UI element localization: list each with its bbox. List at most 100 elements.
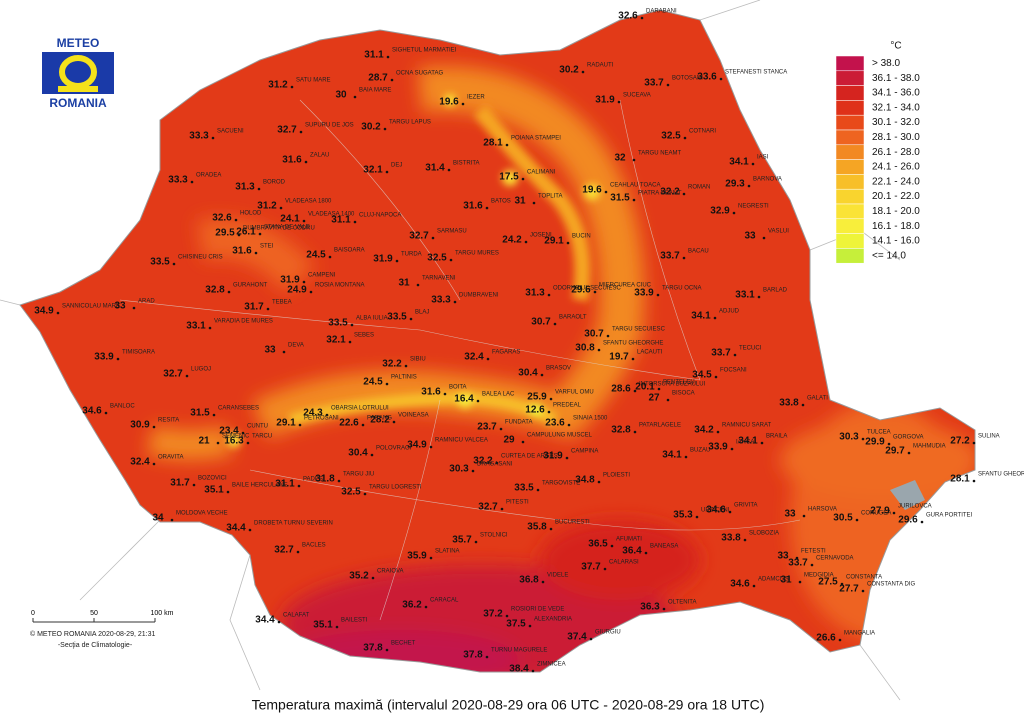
legend-swatch (835, 188, 865, 205)
station-name: BAIA MARE (359, 88, 391, 94)
station: TARGU OCNA 33.9 (634, 286, 701, 299)
station-name: TARGOVISTE (542, 481, 580, 487)
station-dot (597, 348, 601, 352)
station-dot (248, 528, 252, 532)
station-dot (371, 576, 375, 580)
station: COTNARI 32.5 (661, 129, 716, 142)
station: SARMASU 32.7 (409, 229, 466, 242)
station-value: 35.8 (527, 522, 547, 533)
station-value: 19.7 (609, 352, 629, 363)
station-dot (617, 100, 621, 104)
station-name: CERNAVODA (816, 556, 854, 562)
station-value: 26.1 (236, 227, 256, 238)
station-value: 33.3 (168, 175, 188, 186)
station: CUNTU 23.4 (219, 424, 268, 437)
station: TIMISOARA 33.9 (94, 350, 155, 363)
station-value: 32.1 (326, 335, 346, 346)
station-dot (277, 620, 281, 624)
station: BUZAU 34.1 (662, 448, 710, 461)
station-value: 37.2 (483, 609, 503, 620)
station: IEZER 19.6 (439, 95, 485, 108)
station-dot (567, 423, 571, 427)
station: VLADEASA 1800 31.2 (257, 199, 332, 212)
station: NEGRESTI 32.9 (710, 204, 769, 217)
station-value: 33.3 (431, 295, 451, 306)
station-name: MAHMUDIA (913, 444, 946, 450)
station-value: 27.5 (818, 577, 838, 588)
station-dot (282, 350, 286, 354)
station: BARNOVA 29.3 (725, 177, 782, 190)
station: SEMENIC 21 (198, 434, 250, 447)
station-dot (549, 527, 553, 531)
station: BOZOVICI 31.7 (170, 476, 227, 489)
station-value: 32.1 (363, 165, 383, 176)
legend-swatch (835, 70, 865, 86)
station-name: GRIVITA (734, 503, 758, 509)
station-value: 32.6 (212, 213, 232, 224)
station-value: 32.7 (409, 231, 429, 242)
station: BATOS 31.6 (463, 199, 511, 212)
station-dot (547, 293, 551, 297)
station-dot (385, 170, 389, 174)
station: JURILOVCA 27.9 (870, 504, 931, 517)
station-value: 34.9 (34, 306, 54, 317)
station-dot (714, 375, 718, 379)
station-dot (644, 551, 648, 555)
station-dot (297, 484, 301, 488)
station-value: 31 (398, 278, 410, 289)
station-name: URZICENI (701, 508, 730, 514)
station-dot (752, 584, 756, 588)
logo-top: METEO (57, 36, 100, 50)
station: ALEXANDRIA 37.5 (506, 617, 572, 630)
station-value: 32.7 (478, 502, 498, 513)
station: SIGHETUL MARMATIEI 31.1 (364, 48, 456, 61)
station: ADAMCLISI 34.6 (730, 577, 790, 590)
station-name: CALARASI (609, 560, 639, 566)
station-dot (185, 374, 189, 378)
station-value: 31.3 (525, 288, 545, 299)
station-value: 33.8 (721, 533, 741, 544)
station-value: 33.3 (189, 131, 209, 142)
station-name: ORADEA (196, 173, 221, 179)
station: LACAUTI 19.7 (609, 350, 662, 363)
station-name: RAMNICU SARAT (722, 423, 772, 429)
station-dot (216, 441, 220, 445)
station-value: 29.6 (898, 515, 918, 526)
station-value: 38.4 (509, 664, 529, 675)
station-dot (656, 293, 660, 297)
station: HARSOVA 33 (784, 507, 836, 520)
station: CALAFAT 34.4 (255, 613, 309, 626)
station-value: 32.5 (341, 487, 361, 498)
station-name: SACUENI (217, 129, 244, 135)
station-name: SUPURU DE JOS (305, 123, 354, 129)
station-dot (353, 220, 357, 224)
station: FAGARAS 32.4 (464, 350, 520, 363)
station: SATU MARE 31.2 (268, 78, 330, 91)
station-value: 29.6 (571, 285, 591, 296)
station: ARAD 33 (114, 299, 155, 312)
station-name: DRAGASANI (477, 462, 513, 468)
station: BANLOC 34.6 (82, 404, 135, 417)
station: TECUCI 33.7 (711, 346, 761, 359)
station-dot (350, 323, 354, 327)
logo-bottom: ROMANIA (49, 96, 107, 110)
station-dot (541, 580, 545, 584)
station-name: VLADEASA 1400 (308, 212, 355, 218)
station-value: 32.8 (611, 425, 631, 436)
station: BOTOSANI 33.7 (644, 76, 703, 89)
station-name: SLATINA (435, 549, 460, 555)
station-value: 32.8 (205, 285, 225, 296)
station-dot (495, 461, 499, 465)
station-dot (762, 236, 766, 240)
legend: °C > 38.0 36.1 - 38.0 34.1 - 36.0 32.1 - 34… (835, 41, 920, 264)
station-dot (328, 255, 332, 259)
station-value: 28.6 (611, 384, 631, 395)
station-name: TIMISOARA (122, 350, 155, 356)
station-name: TARGU OCNA (662, 286, 702, 292)
station: CERNAVODA 33.7 (788, 556, 853, 569)
station-value: 34 (152, 513, 164, 524)
station-name: VASLUI (768, 229, 789, 235)
station: PARANG 22.6 (339, 416, 392, 429)
station-value: 34.5 (692, 370, 712, 381)
station-value: 32.5 (427, 253, 447, 264)
